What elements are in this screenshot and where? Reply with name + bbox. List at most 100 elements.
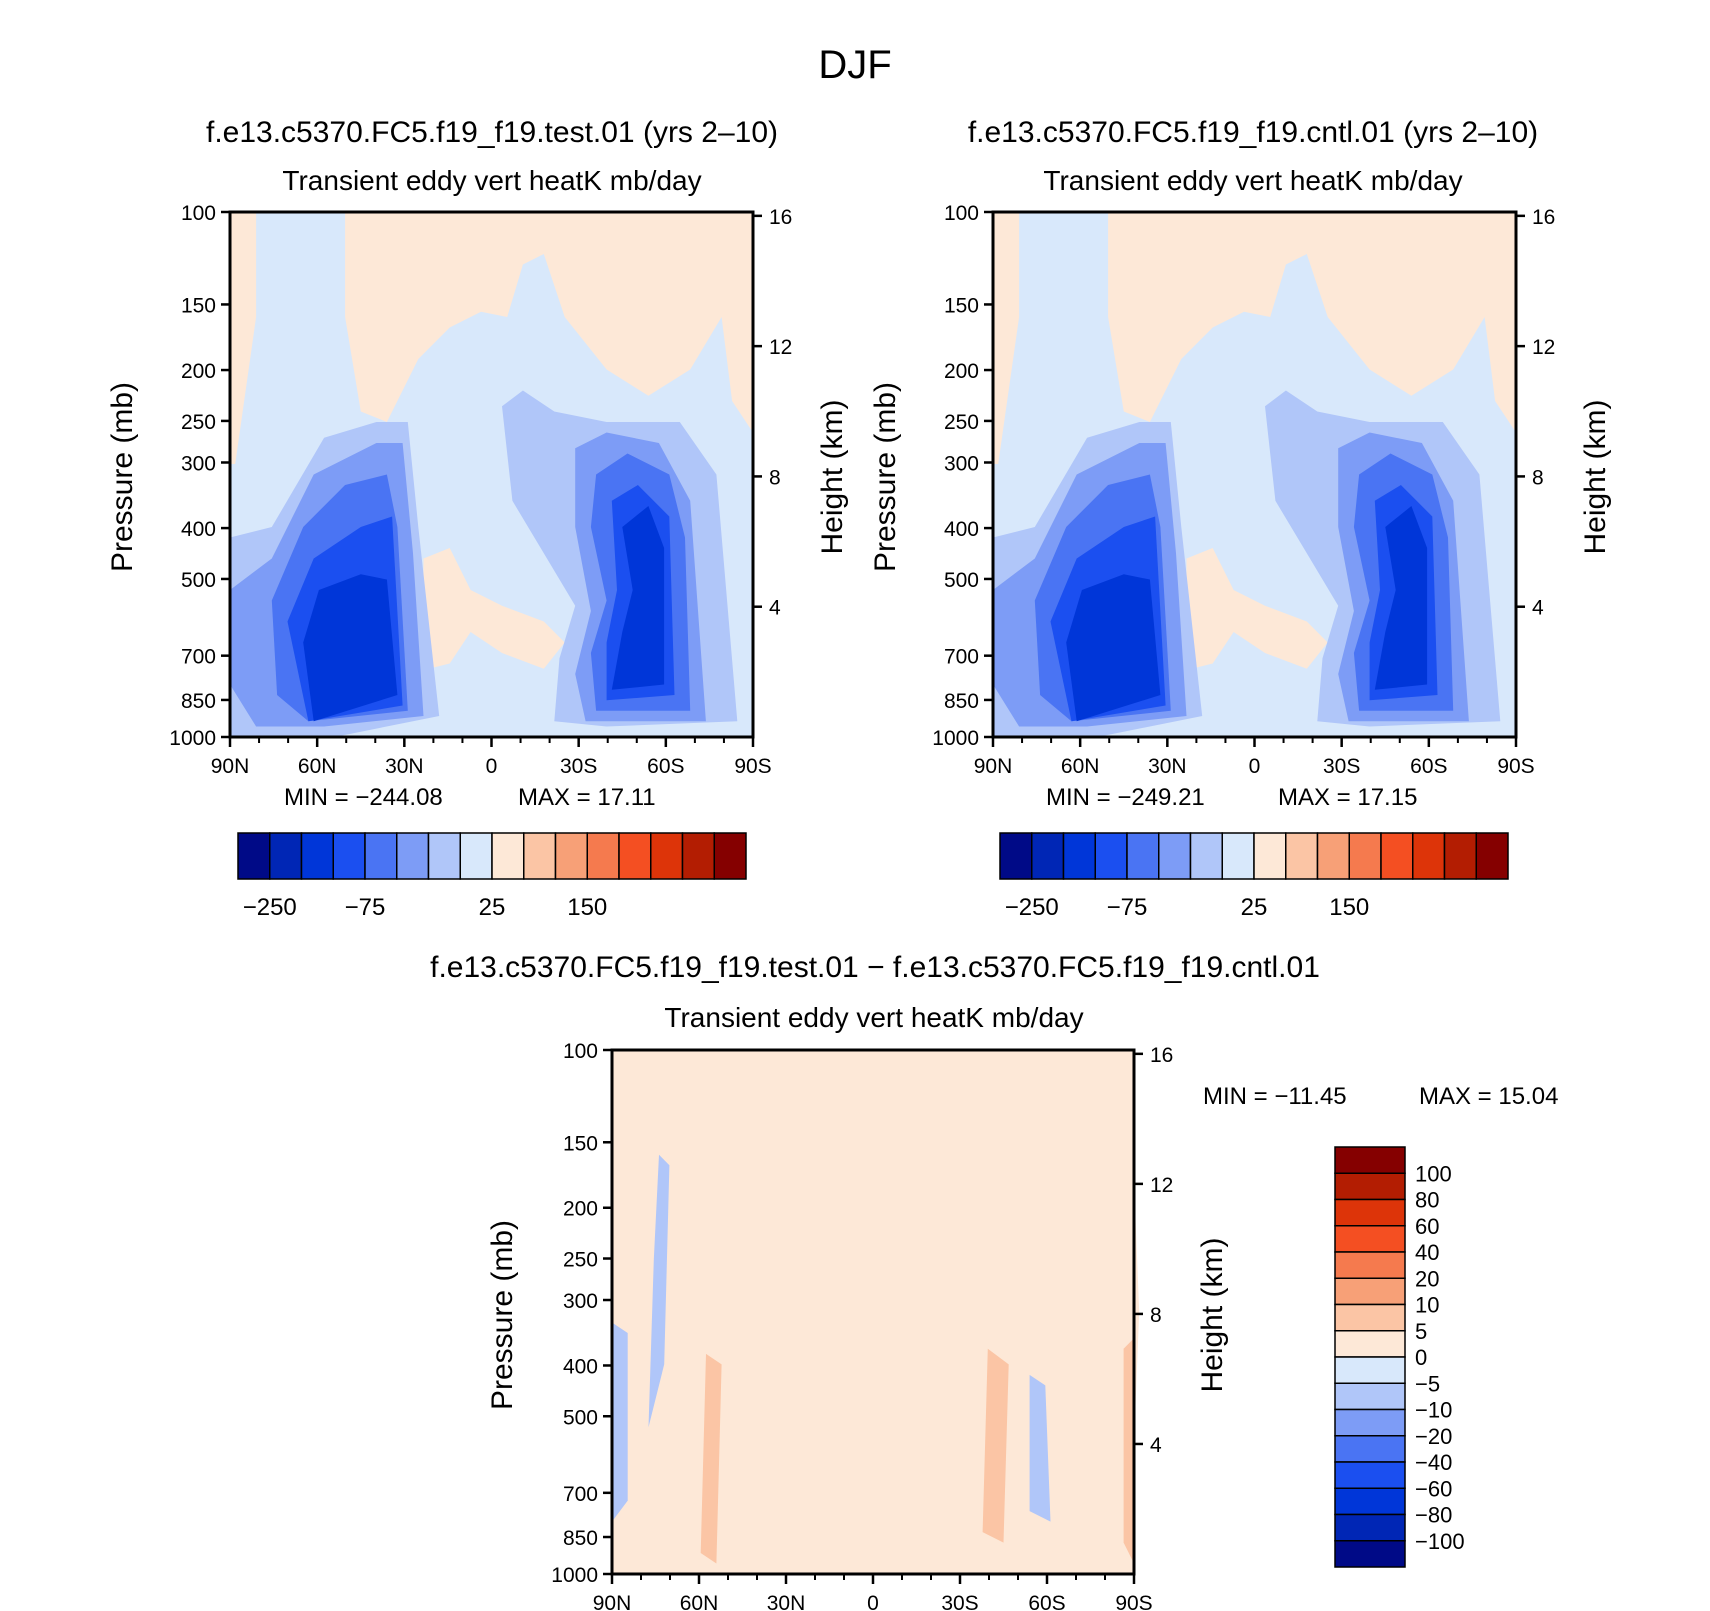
contour-region-1	[758, 1050, 842, 1574]
y-tick-label: 1000	[932, 727, 979, 750]
colorbar-swatch	[554, 832, 588, 880]
panel-diff: f.e13.c5370.FC5.f19_f19.test.01 − f.e13.…	[430, 951, 1558, 1611]
x-tick-label: 30S	[1323, 755, 1360, 778]
x-tick-label: 90N	[211, 755, 250, 778]
colorbar-label: 0	[1415, 1345, 1427, 1370]
colorbar-label: −75	[1107, 894, 1148, 921]
x-tick-label: 30S	[560, 755, 597, 778]
x-tick-label: 30S	[941, 1592, 978, 1611]
colorbar-swatch	[1475, 832, 1509, 880]
y-right-tick-label: 8	[769, 466, 781, 489]
panel-diff-case-title: f.e13.c5370.FC5.f19_f19.test.01 − f.e13.…	[430, 951, 1320, 984]
contour-region-6	[700, 1353, 722, 1564]
x-tick-label: 90S	[1115, 1592, 1152, 1611]
colorbar-swatch	[1221, 832, 1255, 880]
panel-test-ylabel: Pressure (mb)	[106, 382, 139, 572]
colorbar-label: −250	[1005, 894, 1059, 921]
y-tick-label: 400	[563, 1355, 598, 1378]
colorbar-swatch	[1062, 832, 1096, 880]
panel-cntl: f.e13.c5370.FC5.f19_f19.cntl.01 (yrs 2–1…	[869, 116, 1612, 921]
colorbar-label: −40	[1415, 1450, 1452, 1475]
y-tick-label: 700	[181, 646, 216, 669]
y-tick-label: 250	[181, 411, 216, 434]
colorbar-label: −10	[1415, 1398, 1452, 1423]
y-tick-label: 850	[944, 690, 979, 713]
colorbar-swatch	[1443, 832, 1477, 880]
colorbar-swatch	[1334, 1303, 1406, 1332]
panel-cntl-ylabel-right: Height (km)	[1579, 399, 1612, 554]
colorbar-label: −250	[243, 894, 297, 921]
y-tick-label: 100	[563, 1040, 598, 1063]
figure-title: DJF	[818, 43, 891, 87]
contour-region-2	[1186, 548, 1328, 669]
colorbar-label: 60	[1415, 1214, 1439, 1239]
y-right-tick-label: 8	[1150, 1304, 1162, 1327]
colorbar-swatch	[1334, 1540, 1406, 1568]
y-right-tick-label: 12	[769, 336, 792, 359]
colorbar-swatch	[1334, 1146, 1406, 1174]
colorbar-label: 5	[1415, 1319, 1427, 1344]
colorbar-label: −80	[1415, 1503, 1452, 1528]
colorbar-swatch	[1334, 1330, 1406, 1358]
panel-diff-ylabel-right: Height (km)	[1196, 1237, 1229, 1392]
panel-test-max: MAX = 17.11	[518, 784, 656, 811]
colorbar-swatch	[1334, 1435, 1406, 1463]
contour-region-1	[345, 212, 753, 433]
y-tick-label: 100	[944, 202, 979, 225]
y-tick-label: 700	[944, 646, 979, 669]
x-tick-label: 0	[486, 755, 498, 778]
colorbar-swatch	[1334, 1225, 1406, 1253]
colorbar-swatch	[491, 832, 525, 880]
y-tick-label: 200	[181, 360, 216, 383]
colorbar-swatch	[1094, 832, 1128, 880]
contour-region-1	[1108, 212, 1516, 433]
colorbar-swatch	[650, 832, 684, 880]
colorbar-label: −100	[1415, 1529, 1465, 1554]
colorbar-swatch	[1316, 832, 1350, 880]
y-tick-label: 400	[181, 518, 216, 541]
colorbar-swatch	[237, 832, 271, 880]
colorbar-swatch	[1158, 832, 1192, 880]
colorbar-label: 10	[1415, 1293, 1439, 1318]
y-tick-label: 200	[563, 1198, 598, 1221]
colorbar-swatch	[1348, 832, 1382, 880]
y-tick-label: 300	[944, 452, 979, 475]
contour-region-5	[1060, 1050, 1140, 1574]
contour-region-0	[230, 212, 257, 464]
panel-cntl-case-title: f.e13.c5370.FC5.f19_f19.cntl.01 (yrs 2–1…	[968, 116, 1538, 149]
y-tick-label: 250	[944, 411, 979, 434]
y-tick-label: 500	[563, 1406, 598, 1429]
y-tick-label: 150	[181, 294, 216, 317]
x-tick-label: 60N	[1061, 755, 1100, 778]
y-right-tick-label: 4	[769, 597, 781, 620]
panel-test-min: MIN = −244.08	[284, 784, 443, 811]
colorbar-swatch	[332, 832, 366, 880]
x-tick-label: 30N	[1148, 755, 1187, 778]
contour-region-0	[993, 212, 1020, 464]
colorbar-swatch	[427, 832, 461, 880]
panel-diff-min: MIN = −11.45	[1203, 1083, 1347, 1110]
y-tick-label: 700	[563, 1483, 598, 1506]
y-tick-label: 200	[944, 360, 979, 383]
panel-cntl-min: MIN = −249.21	[1046, 784, 1205, 811]
x-tick-label: 60S	[1410, 755, 1447, 778]
y-tick-label: 1000	[169, 727, 216, 750]
y-tick-label: 250	[563, 1249, 598, 1272]
colorbar-swatch	[1334, 1513, 1406, 1542]
colorbar-swatch	[1412, 832, 1446, 880]
y-tick-label: 150	[944, 294, 979, 317]
panel-cntl-ylabel: Pressure (mb)	[869, 382, 902, 572]
colorbar-swatch	[1334, 1172, 1406, 1201]
colorbar-label: −20	[1415, 1424, 1452, 1449]
y-right-tick-label: 16	[1150, 1044, 1173, 1067]
colorbar-label: 150	[1329, 894, 1369, 921]
contour-region-10	[648, 1154, 670, 1428]
x-tick-label: 60N	[298, 755, 337, 778]
y-tick-label: 850	[563, 1527, 598, 1550]
y-tick-label: 500	[944, 569, 979, 592]
colorbar-swatch	[713, 832, 747, 880]
colorbar-swatch	[364, 832, 398, 880]
x-tick-label: 60S	[647, 755, 684, 778]
colorbar-swatch	[396, 832, 430, 880]
